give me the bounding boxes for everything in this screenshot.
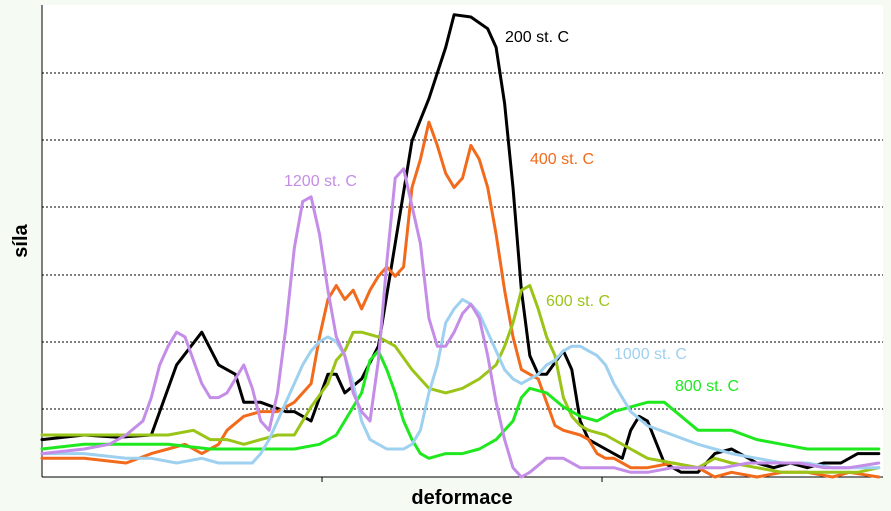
series-line-200-st-c [40, 13, 881, 474]
series-label-600-st-c: 600 st. C [546, 293, 610, 310]
series-labels: 200 st. C 400 st. C 600 st. C 800 st. C 1000… [284, 29, 739, 395]
series-lines [40, 13, 881, 479]
series-label-1000-st-c: 1000 st. C [614, 346, 687, 363]
x-axis-label: deformace [411, 487, 512, 509]
series-label-1200-st-c: 1200 st. C [284, 173, 357, 190]
series-line-800-st-c [40, 349, 881, 460]
plot-area: 200 st. C 400 st. C 600 st. C 800 st. C 1000… [40, 5, 883, 482]
series-line-1000-st-c [40, 298, 881, 470]
series-line-1200-st-c [40, 167, 881, 479]
series-label-800-st-c: 800 st. C [675, 378, 739, 395]
y-axis-label: síla [10, 223, 32, 257]
series-label-200-st-c: 200 st. C [505, 29, 569, 46]
x-ticks [321, 477, 603, 482]
gridlines [42, 72, 883, 410]
series-line-400-st-c [40, 120, 881, 479]
plot-background [42, 5, 883, 477]
series-label-400-st-c: 400 st. C [530, 151, 594, 168]
